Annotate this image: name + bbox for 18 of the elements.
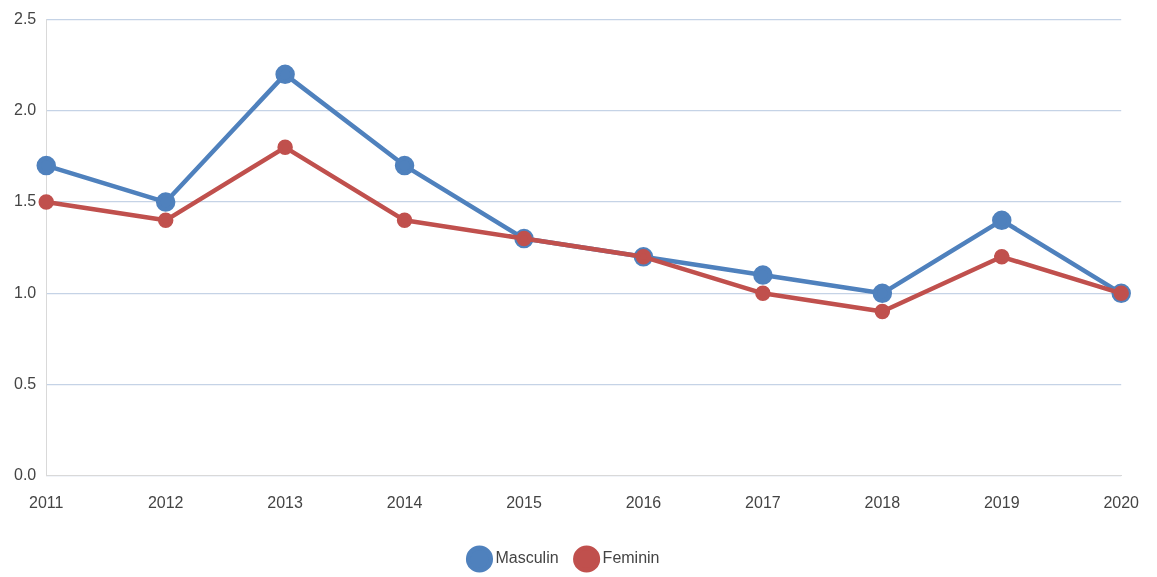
- y-tick-label: 1.5: [13, 192, 37, 210]
- x-tick-label: 2014: [386, 493, 423, 511]
- x-tick-label: 2019: [983, 493, 1020, 511]
- legend-label: Masculin: [495, 549, 559, 567]
- x-tick-label: 2012: [147, 493, 184, 511]
- y-tick-label: 2.5: [13, 10, 37, 28]
- x-tick-label: 2015: [506, 493, 542, 511]
- y-tick-label: 1.0: [13, 283, 37, 301]
- x-tick-label: 2016: [625, 493, 662, 511]
- y-tick-label: 0.0: [13, 466, 37, 484]
- x-tick-label: 2020: [1103, 493, 1140, 511]
- y-tick-label: 2.0: [13, 101, 37, 119]
- x-tick-label: 2017: [745, 493, 781, 511]
- x-tick-label: 2018: [864, 493, 901, 511]
- x-tick-label: 2013: [267, 493, 304, 511]
- legend-label: Feminin: [602, 549, 660, 567]
- x-tick-label: 2011: [29, 493, 64, 511]
- y-tick-label: 0.5: [13, 374, 37, 392]
